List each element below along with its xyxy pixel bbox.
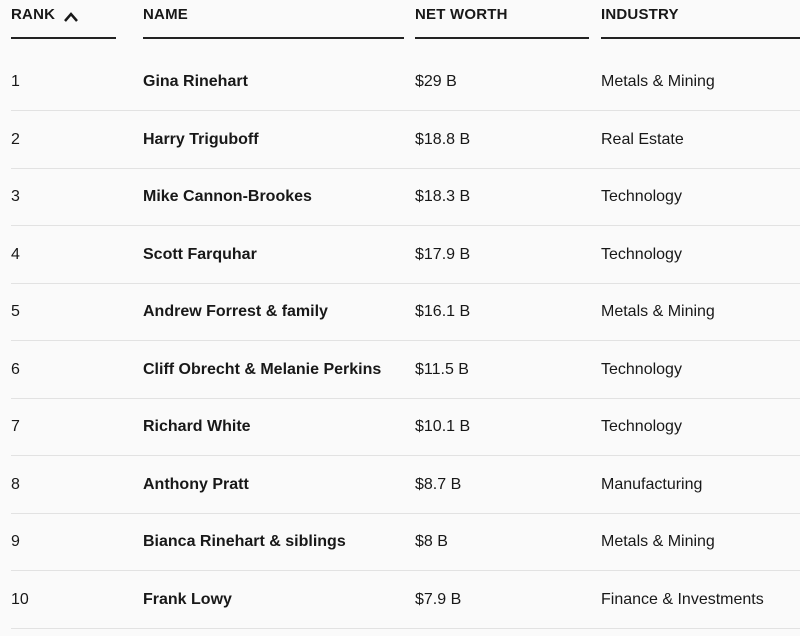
net-worth-cell: $10.1 B bbox=[415, 418, 471, 435]
rank-cell: 3 bbox=[11, 188, 20, 205]
industry-cell: Metals & Mining bbox=[601, 303, 715, 320]
name-cell: Andrew Forrest & family bbox=[143, 303, 328, 320]
industry-cell: Metals & Mining bbox=[601, 73, 715, 90]
industry-cell: Technology bbox=[601, 188, 682, 205]
name-cell: Frank Lowy bbox=[143, 590, 232, 608]
name-cell: Mike Cannon-Brookes bbox=[143, 188, 312, 205]
rank-cell: 9 bbox=[11, 533, 20, 550]
header-underline bbox=[11, 37, 116, 39]
name-cell: Bianca Rinehart & siblings bbox=[143, 533, 346, 550]
industry-cell: Metals & Mining bbox=[601, 533, 715, 550]
header-underline bbox=[143, 37, 404, 39]
column-header[interactable]: NET WORTH bbox=[415, 6, 508, 23]
industry-cell: Finance & Investments bbox=[601, 590, 764, 608]
net-worth-cell: $18.8 B bbox=[415, 130, 471, 148]
industry-cell: Technology bbox=[601, 418, 682, 435]
net-worth-cell: $11.5 B bbox=[415, 360, 469, 378]
header-underline bbox=[415, 37, 589, 39]
industry-cell: Manufacturing bbox=[601, 475, 703, 493]
row-divider bbox=[11, 340, 800, 341]
net-worth-cell: $7.9 B bbox=[415, 590, 462, 608]
rank-cell: 4 bbox=[11, 245, 20, 263]
row-divider bbox=[11, 225, 800, 226]
rank-cell: 8 bbox=[11, 475, 20, 493]
name-cell: Gina Rinehart bbox=[143, 73, 248, 90]
row-divider bbox=[11, 168, 800, 169]
industry-cell: Real Estate bbox=[601, 130, 684, 148]
rank-cell: 1 bbox=[11, 73, 20, 90]
column-header[interactable]: NAME bbox=[143, 6, 188, 23]
net-worth-cell: $8.7 B bbox=[415, 475, 462, 493]
row-divider bbox=[11, 398, 800, 399]
name-cell: Harry Triguboff bbox=[143, 130, 259, 148]
row-divider bbox=[11, 628, 800, 629]
name-cell: Anthony Pratt bbox=[143, 475, 249, 493]
net-worth-cell: $18.3 B bbox=[415, 188, 471, 205]
rank-cell: 7 bbox=[11, 418, 20, 435]
row-divider bbox=[11, 513, 800, 514]
rank-cell: 2 bbox=[11, 130, 20, 148]
rank-cell: 10 bbox=[11, 590, 29, 608]
rank-cell: 6 bbox=[11, 360, 20, 378]
net-worth-cell: $17.9 B bbox=[415, 245, 471, 263]
row-divider bbox=[11, 283, 800, 284]
column-header[interactable]: INDUSTRY bbox=[601, 6, 679, 23]
row-divider bbox=[11, 455, 800, 456]
row-divider bbox=[11, 110, 800, 111]
column-header[interactable]: RANK bbox=[11, 6, 56, 23]
net-worth-cell: $8 B bbox=[415, 533, 448, 550]
industry-cell: Technology bbox=[601, 245, 682, 263]
net-worth-cell: $29 B bbox=[415, 73, 457, 90]
name-cell: Richard White bbox=[143, 418, 251, 435]
name-cell: Cliff Obrecht & Melanie Perkins bbox=[143, 360, 382, 378]
rank-cell: 5 bbox=[11, 303, 20, 320]
net-worth-cell: $16.1 B bbox=[415, 303, 471, 320]
header-underline bbox=[601, 37, 800, 39]
sort-ascending-icon[interactable] bbox=[63, 11, 79, 23]
industry-cell: Technology bbox=[601, 360, 682, 378]
row-divider bbox=[11, 570, 800, 571]
name-cell: Scott Farquhar bbox=[143, 245, 257, 263]
